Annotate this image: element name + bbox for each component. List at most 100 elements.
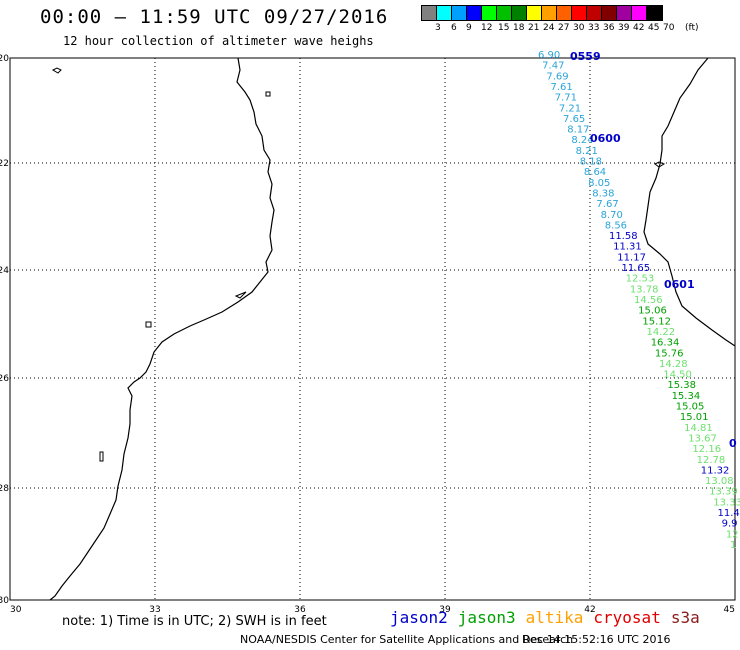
longitude-tick-label: 42	[584, 605, 595, 615]
latitude-tick-label: -24	[0, 266, 9, 276]
legend-label: 42	[633, 23, 645, 33]
swh-value-label: 11.31	[613, 242, 642, 253]
wave-height-color-legend	[421, 5, 663, 21]
swh-value-label: 7.65	[563, 114, 585, 125]
legend-swatch	[542, 6, 557, 20]
mainland-coastline	[49, 57, 275, 601]
swh-value-label: 8.21	[576, 146, 598, 157]
legend-label: 45	[648, 23, 660, 33]
legend-label: 12	[481, 23, 493, 33]
legend-label: 30	[573, 23, 585, 33]
longitude-tick-label: 36	[294, 605, 306, 615]
legend-swatch	[587, 6, 602, 20]
legend-label: 6	[451, 23, 457, 33]
legend-swatch	[437, 6, 452, 20]
pass-time-label: 0600	[590, 132, 621, 145]
legend-label: 27	[558, 23, 570, 33]
legend-label: 3	[435, 23, 441, 33]
swh-value-label: 13.67	[688, 433, 717, 444]
swh-value-label: 7.47	[542, 61, 564, 72]
swh-value-label: 15.01	[680, 412, 709, 423]
satellite-track: 6.907.477.697.617.717.217.658.178.248.21…	[538, 50, 740, 551]
swh-value-label: 11.58	[609, 231, 638, 242]
map-frame-border	[9, 57, 736, 601]
map-grid	[10, 58, 735, 600]
legend-label: 33	[588, 23, 600, 33]
longitude-tick-label: 39	[439, 605, 451, 615]
swh-value-label: 14.50	[663, 370, 692, 381]
swh-value-label: 8.64	[584, 167, 606, 178]
swh-value-label: 15.76	[655, 348, 684, 359]
swh-value-label: 14.22	[647, 327, 676, 338]
swh-value-label: 8.70	[601, 210, 623, 221]
madagascar-coastline	[643, 57, 736, 347]
generated-timestamp: Dec 14 15:52:16 UTC 2016	[522, 633, 671, 646]
swh-value-label: 8.05	[588, 178, 610, 189]
pass-time-labels: 0559 0600 0601 0	[570, 50, 737, 450]
legend-swatch	[632, 6, 647, 20]
longitude-tick-label: 45	[724, 605, 735, 615]
legend-swatch	[482, 6, 497, 20]
swh-value-label: 15.12	[642, 316, 671, 327]
legend-label: 18	[513, 23, 525, 33]
legend-swatch	[512, 6, 527, 20]
satellite-legend: jason2 jason3 altika cryosat s3a	[390, 608, 710, 627]
legend-label: 21	[528, 23, 540, 33]
legend-swatch	[527, 6, 542, 20]
swh-value-label: 14.56	[634, 295, 663, 306]
legend-swatch	[497, 6, 512, 20]
legend-swatch	[617, 6, 632, 20]
pass-time-label: 0601	[664, 278, 695, 291]
legend-swatch	[557, 6, 572, 20]
swh-value-label: 16.34	[651, 338, 680, 349]
island-outline	[234, 291, 247, 299]
swh-value-label: 8.24	[571, 135, 593, 146]
swh-value-label: 9.9	[722, 519, 738, 530]
legend-label: 9	[466, 23, 472, 33]
latitude-tick-label: -28	[0, 484, 9, 494]
legend-label: (ft)	[685, 23, 699, 33]
island-outline	[99, 451, 104, 462]
latitude-tick-label: -22	[0, 159, 9, 169]
island-outline	[51, 67, 62, 74]
swh-value-label: 7.61	[551, 82, 573, 93]
satellite-legend-item: jason3	[457, 608, 516, 627]
satellite-legend-item: cryosat	[593, 608, 661, 627]
island-outline	[654, 161, 666, 168]
swh-value-label: 12	[726, 529, 739, 540]
latitude-tick-label: -30	[0, 596, 9, 606]
legend-label: 39	[618, 23, 630, 33]
map-frame	[9, 57, 736, 601]
swh-value-label: 15.38	[667, 380, 696, 391]
swh-value-label: 8.56	[605, 220, 627, 231]
legend-label: 70	[663, 23, 675, 33]
latitude-tick-labels: -20 -22 -24 -26 -28 -30	[0, 54, 9, 606]
swh-value-label: 7.21	[559, 103, 581, 114]
swh-value-label: 12.16	[692, 444, 721, 455]
swh-value-label: 6.90	[538, 50, 560, 61]
swh-value-label: 15.05	[676, 402, 705, 413]
longitude-tick-labels: 30 33 36 39 42 45	[10, 605, 735, 615]
legend-label: 36	[603, 23, 615, 33]
island-outline	[145, 321, 152, 328]
island-outline	[265, 91, 271, 97]
swh-value-label: 8.17	[567, 125, 589, 136]
swh-value-label: 11.17	[617, 252, 646, 263]
swh-value-label: 8.38	[592, 188, 614, 199]
legend-swatch	[602, 6, 617, 20]
swh-value-label: 7.71	[555, 93, 577, 104]
swh-value-label: 7.67	[596, 199, 618, 210]
legend-swatch	[422, 6, 437, 20]
legend-label: 24	[543, 23, 555, 33]
swh-value-label: 13.33	[713, 497, 740, 508]
swh-value-label: 11.65	[621, 263, 650, 274]
swh-value-label: 11.32	[701, 465, 730, 476]
legend-swatch	[452, 6, 467, 20]
footer-note: note: 1) Time is in UTC; 2) SWH is in fe…	[62, 614, 327, 629]
swh-value-label: 12.78	[697, 455, 726, 466]
legend-label: 15	[498, 23, 510, 33]
legend-swatch	[572, 6, 587, 20]
swh-value-label: 7.69	[546, 71, 568, 82]
